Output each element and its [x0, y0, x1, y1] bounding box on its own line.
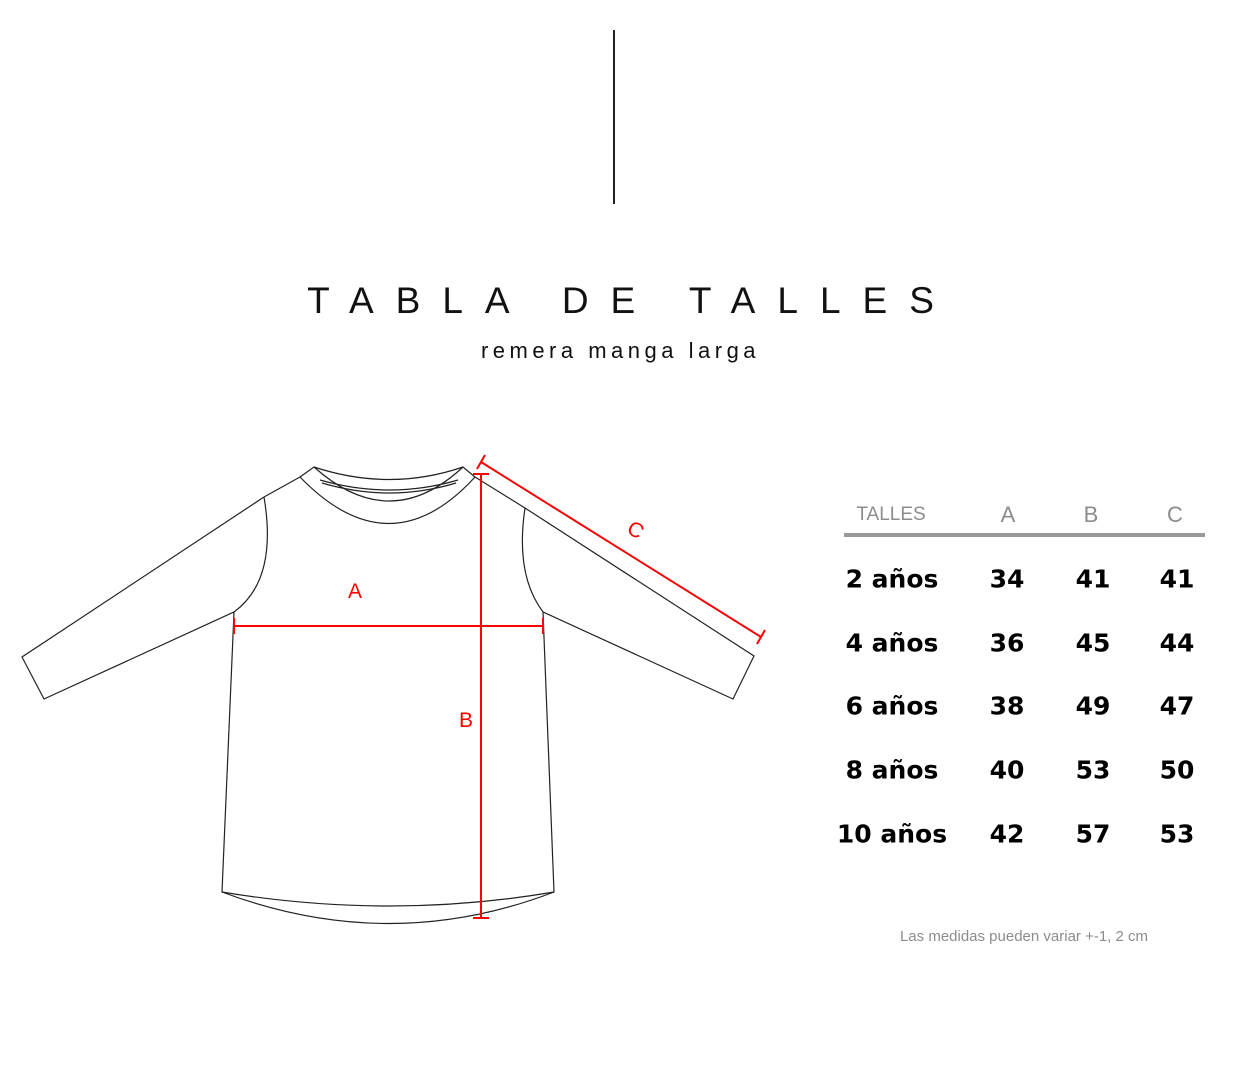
measure-a-value: 42 [989, 819, 1025, 849]
measure-a-value: 38 [989, 691, 1025, 721]
measure-c-value: 50 [1159, 755, 1195, 785]
measure-a-value: 40 [989, 755, 1025, 785]
divider-line [613, 30, 615, 204]
measure-b-value: 45 [1075, 628, 1111, 658]
page-title: TABLA DE TALLES [307, 280, 956, 321]
measure-b-value: 41 [1075, 564, 1111, 594]
size-label: 4 años [845, 628, 939, 658]
size-label: 6 años [845, 691, 939, 721]
size-label: 8 años [845, 755, 939, 785]
measure-c-label: C [623, 516, 648, 544]
page-subtitle: remera manga larga [480, 338, 761, 363]
measure-a-value: 34 [989, 564, 1025, 594]
measurement-note: Las medidas pueden variar +-1, 2 cm [899, 928, 1149, 945]
header-rule [844, 533, 1205, 537]
measure-a-value: 36 [989, 628, 1025, 658]
header-c: C [1167, 502, 1183, 527]
size-label: 10 años [836, 819, 948, 849]
measure-lines [233, 454, 766, 919]
measure-b-value: 57 [1075, 819, 1111, 849]
measure-b-label: B [459, 709, 473, 732]
measure-c-value: 47 [1159, 691, 1195, 721]
size-label: 2 años [845, 564, 939, 594]
measure-c-line [480, 461, 762, 638]
measure-c-value: 53 [1159, 819, 1195, 849]
measure-c-value: 41 [1159, 564, 1195, 594]
measure-a-label: A [348, 580, 362, 603]
header-a: A [1000, 502, 1016, 527]
measure-b-value: 53 [1075, 755, 1111, 785]
shirt-outline [21, 466, 755, 925]
measure-b-value: 49 [1075, 691, 1111, 721]
header-b: B [1083, 502, 1099, 527]
header-talles: TALLES [856, 504, 926, 525]
measure-c-value: 44 [1159, 628, 1195, 658]
